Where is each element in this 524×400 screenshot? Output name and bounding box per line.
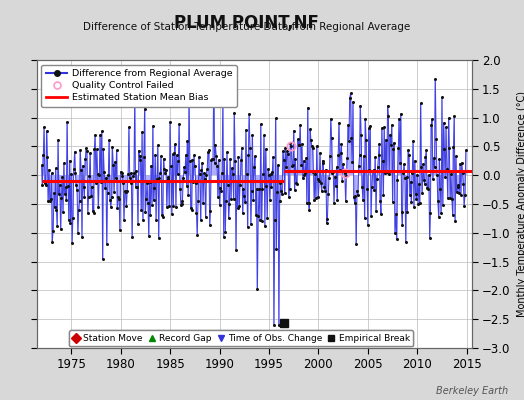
Text: PLUM POINT,NF: PLUM POINT,NF	[174, 14, 319, 32]
Legend: Station Move, Record Gap, Time of Obs. Change, Empirical Break: Station Move, Record Gap, Time of Obs. C…	[69, 330, 413, 346]
Text: Berkeley Earth: Berkeley Earth	[436, 386, 508, 396]
Text: Difference of Station Temperature Data from Regional Average: Difference of Station Temperature Data f…	[83, 22, 410, 32]
Y-axis label: Monthly Temperature Anomaly Difference (°C): Monthly Temperature Anomaly Difference (…	[518, 91, 524, 317]
